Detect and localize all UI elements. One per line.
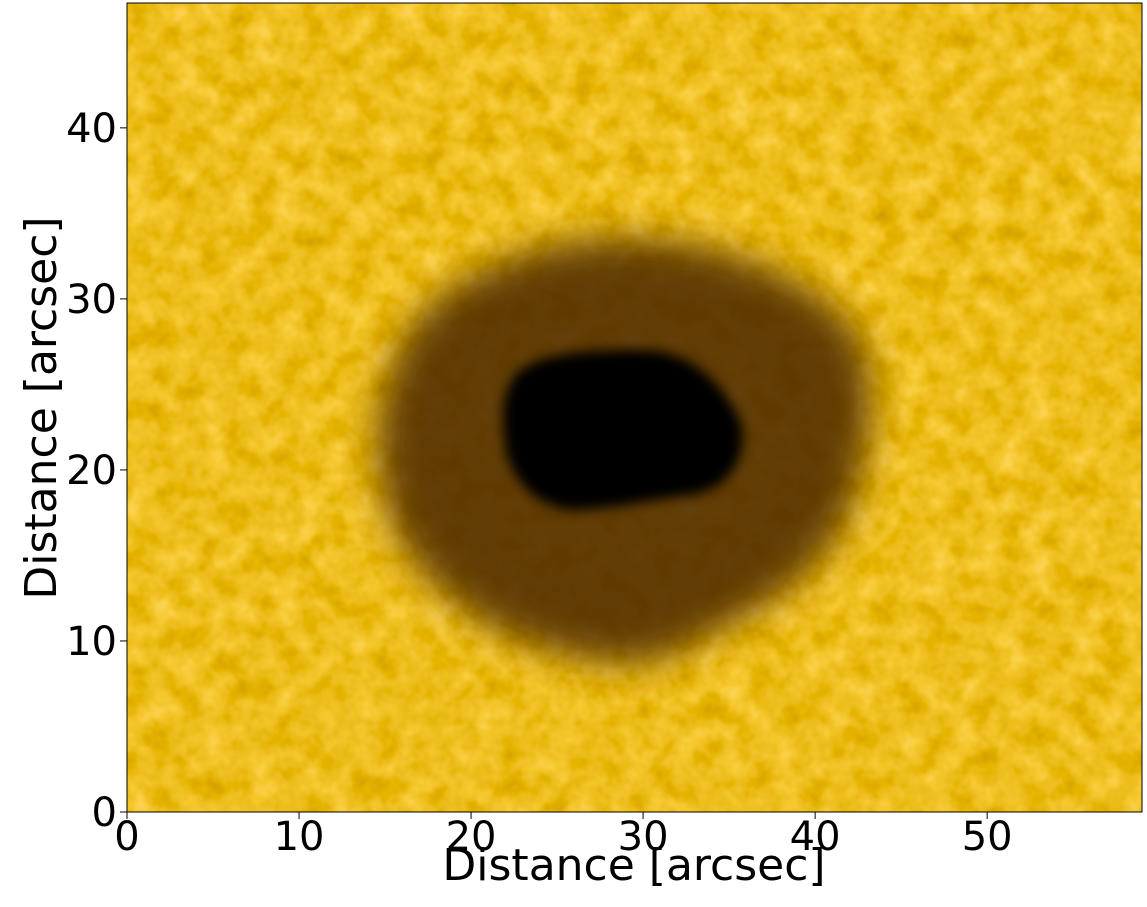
x-tick-label: 50 [962, 814, 1013, 860]
x-tick-label: 30 [618, 814, 669, 860]
y-tick-label: 20 [66, 448, 117, 494]
x-tick-label: 40 [790, 814, 841, 860]
image [127, 3, 1142, 812]
x-tick-label: 0 [114, 814, 139, 860]
y-tick-label: 10 [66, 619, 117, 665]
x-axis-label: Distance [arcsec] [442, 840, 825, 891]
plot-frame [126, 2, 1143, 813]
y-tick-label: 40 [66, 106, 117, 152]
x-tick-label: 10 [274, 814, 325, 860]
x-tick-label: 20 [446, 814, 497, 860]
y-tick-label: 30 [66, 277, 117, 323]
y-axis-label: Distance [arcsec] [16, 216, 67, 599]
y-tick-label: 0 [92, 790, 117, 836]
